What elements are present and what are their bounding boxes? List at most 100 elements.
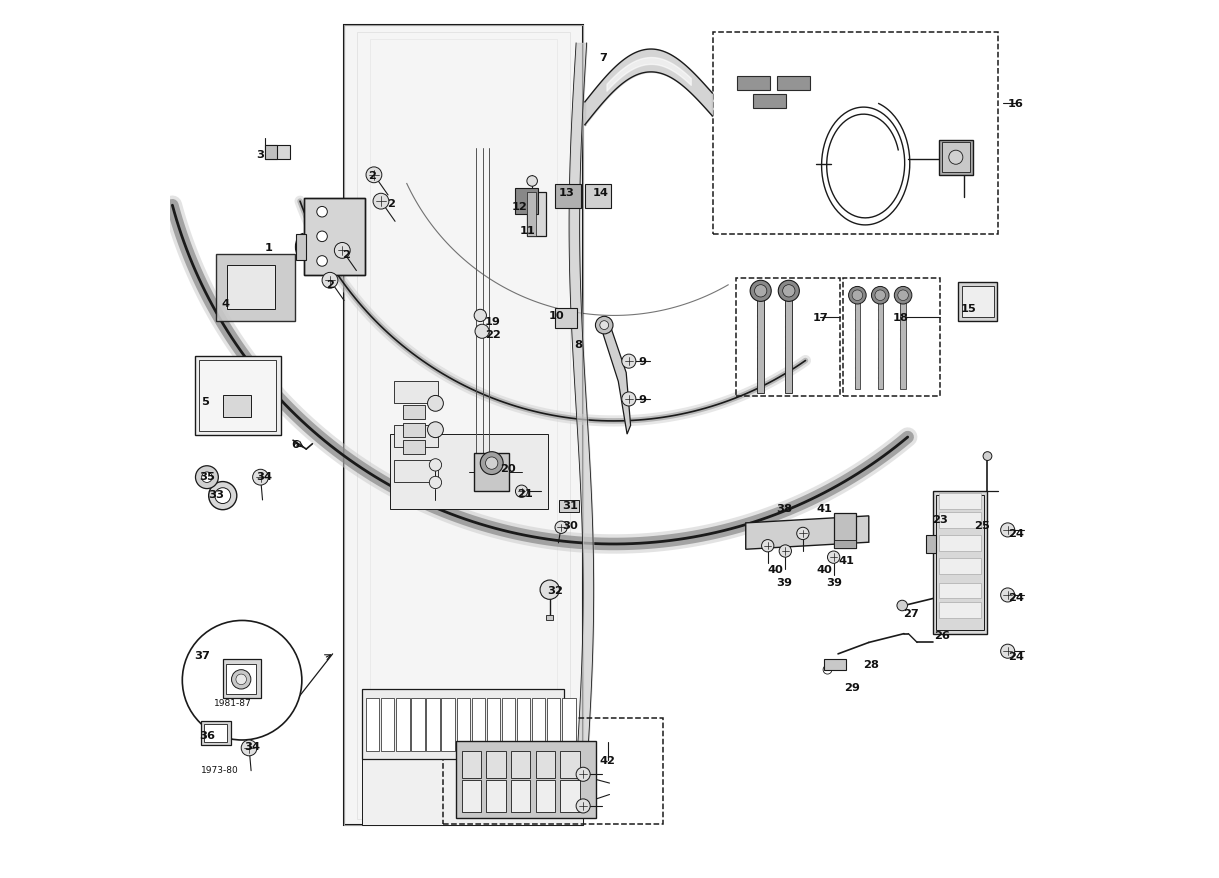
Bar	[713, 32, 998, 234]
Circle shape	[622, 355, 636, 369]
Bar	[474, 453, 510, 492]
Bar	[834, 540, 856, 549]
Text: 42: 42	[600, 755, 616, 766]
Bar	[403, 406, 425, 420]
Text: 24: 24	[1008, 592, 1024, 602]
Text: 8: 8	[574, 340, 581, 350]
Bar	[933, 492, 987, 634]
Circle shape	[236, 674, 246, 685]
Circle shape	[1001, 644, 1014, 658]
Bar	[939, 558, 981, 574]
Circle shape	[779, 545, 791, 558]
Circle shape	[480, 452, 503, 475]
Bar	[901, 296, 906, 390]
Bar	[472, 698, 485, 751]
Circle shape	[762, 540, 774, 552]
Bar	[926, 536, 936, 553]
Polygon shape	[602, 323, 630, 435]
Bar	[462, 752, 482, 778]
Bar	[462, 781, 482, 812]
Circle shape	[948, 151, 963, 165]
Polygon shape	[344, 26, 583, 825]
Circle shape	[317, 232, 328, 242]
Bar	[939, 536, 981, 551]
Bar	[962, 286, 993, 318]
Circle shape	[317, 207, 328, 218]
Circle shape	[750, 281, 772, 302]
Circle shape	[875, 291, 885, 301]
Text: 34: 34	[256, 471, 272, 482]
Text: 2: 2	[388, 198, 395, 209]
Polygon shape	[746, 516, 869, 550]
Circle shape	[373, 194, 389, 210]
Text: 14: 14	[592, 188, 608, 198]
Bar	[753, 95, 786, 109]
Text: 1981-87: 1981-87	[215, 698, 252, 707]
Text: 41: 41	[837, 555, 853, 565]
Circle shape	[797, 528, 809, 540]
Bar	[457, 698, 469, 751]
Circle shape	[577, 799, 590, 813]
Circle shape	[474, 310, 486, 322]
Circle shape	[828, 551, 840, 564]
Text: 18: 18	[892, 313, 908, 323]
Text: 23: 23	[933, 515, 948, 525]
Text: 20: 20	[500, 464, 516, 474]
Circle shape	[366, 168, 382, 184]
Bar	[527, 193, 535, 237]
Circle shape	[485, 457, 497, 470]
Bar	[562, 698, 575, 751]
Bar	[757, 291, 764, 393]
Bar	[403, 423, 425, 437]
Bar	[362, 759, 583, 825]
Circle shape	[897, 601, 907, 611]
Text: 24: 24	[1008, 651, 1024, 661]
Text: 10: 10	[549, 310, 564, 320]
Circle shape	[895, 287, 912, 305]
Bar	[561, 781, 579, 812]
Bar	[531, 698, 545, 751]
Circle shape	[267, 149, 274, 156]
Bar	[527, 193, 546, 237]
Circle shape	[533, 222, 541, 231]
Bar	[199, 361, 277, 431]
Text: 11: 11	[519, 226, 535, 236]
Text: 29: 29	[845, 682, 861, 693]
Circle shape	[208, 482, 236, 510]
Text: 13: 13	[558, 188, 574, 198]
Bar	[394, 426, 438, 448]
Text: 37: 37	[194, 650, 210, 660]
Bar	[486, 698, 500, 751]
Text: 33: 33	[207, 489, 224, 500]
Circle shape	[201, 472, 212, 483]
Bar	[456, 741, 596, 818]
Text: 2: 2	[325, 279, 334, 290]
Circle shape	[232, 670, 251, 689]
Text: 22: 22	[485, 329, 501, 340]
Bar	[205, 724, 227, 742]
Text: 6: 6	[291, 439, 300, 450]
Bar	[427, 698, 440, 751]
Circle shape	[783, 285, 795, 298]
Circle shape	[600, 321, 608, 330]
Circle shape	[1001, 588, 1014, 602]
Text: 40: 40	[816, 564, 831, 574]
Bar	[535, 752, 555, 778]
Bar	[939, 513, 981, 529]
Circle shape	[527, 176, 538, 187]
Text: 30: 30	[562, 520, 578, 530]
Circle shape	[898, 291, 908, 301]
Circle shape	[334, 243, 350, 259]
Circle shape	[195, 466, 218, 489]
Circle shape	[778, 281, 800, 302]
Text: 28: 28	[863, 658, 879, 669]
Circle shape	[755, 285, 767, 298]
Circle shape	[241, 740, 257, 756]
Text: 2: 2	[341, 249, 350, 260]
Bar	[304, 198, 366, 276]
Bar	[511, 752, 530, 778]
Text: 17: 17	[813, 313, 829, 323]
Text: 1: 1	[265, 242, 272, 253]
Bar	[265, 146, 277, 160]
Text: 19: 19	[485, 316, 501, 327]
